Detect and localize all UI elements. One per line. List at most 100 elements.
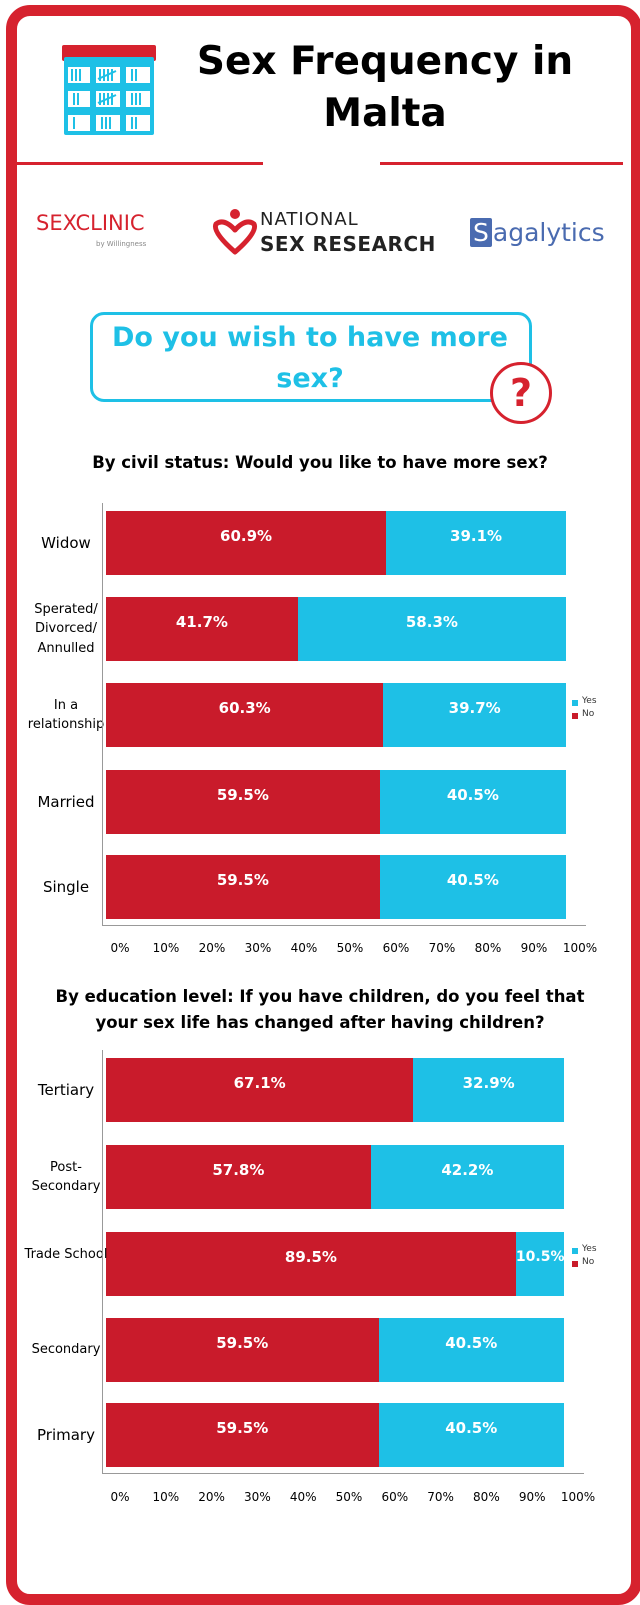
heart-logo-icon <box>212 209 258 255</box>
bar-no <box>106 683 384 747</box>
national-logo-top: NATIONAL <box>260 209 359 230</box>
divider-right <box>380 162 623 165</box>
x-tick-label: 100% <box>560 1490 596 1504</box>
x-axis-line <box>102 925 586 926</box>
legend-label-no: No <box>582 709 595 719</box>
value-label-no: 59.5% <box>216 1334 269 1352</box>
question-mark-icon: ? <box>490 362 552 424</box>
y-axis-line <box>102 503 103 925</box>
x-axis-line <box>102 1473 584 1474</box>
sagalytics-logo-rest: agalytics <box>492 218 605 247</box>
value-label-yes: 42.2% <box>441 1161 494 1179</box>
value-label-yes: 40.5% <box>446 786 499 804</box>
value-label-no: 89.5% <box>284 1248 337 1266</box>
legend-swatch-no <box>572 713 578 719</box>
x-tick-label: 30% <box>244 1490 271 1504</box>
bar-no <box>106 511 387 575</box>
x-tick-label: 60% <box>381 1490 409 1504</box>
x-tick-label: 20% <box>198 1490 225 1504</box>
value-label-yes: 39.1% <box>450 527 503 545</box>
legend-swatch-no <box>572 1261 578 1267</box>
bar-yes <box>379 855 566 919</box>
x-tick-label: 80% <box>473 1490 500 1504</box>
x-tick-label: 10% <box>152 1490 180 1504</box>
value-label-yes: 40.5% <box>445 1419 498 1437</box>
calendar-icon <box>62 45 156 135</box>
bar-yes <box>378 1318 564 1382</box>
national-logo-bottom: SEX RESEARCH <box>260 232 436 256</box>
x-tick-label: 40% <box>290 941 318 955</box>
value-label-yes: 10.5% <box>515 1249 565 1265</box>
legend-swatch-yes <box>572 700 578 706</box>
sexclinic-logo-sub: by Willingness <box>96 240 147 248</box>
bar-yes <box>383 683 566 747</box>
category-label: Secondary <box>31 1342 101 1358</box>
bar-yes <box>370 1145 564 1209</box>
x-tick-label: 0% <box>110 941 130 955</box>
chart-title: By education level: If you have children… <box>55 987 585 1032</box>
category-label: Post-Secondary <box>31 1159 101 1195</box>
value-label-no: 60.3% <box>218 699 271 717</box>
page-title: Sex Frequency in Malta <box>196 39 574 136</box>
value-label-no: 67.1% <box>233 1074 286 1092</box>
x-tick-label: 70% <box>427 1490 454 1504</box>
category-label: Widow <box>41 534 91 552</box>
bar-yes <box>515 1232 564 1296</box>
y-axis-line <box>102 1050 103 1473</box>
bar-no <box>106 1145 371 1209</box>
x-tick-label: 100% <box>562 941 598 955</box>
category-label: Primary <box>37 1426 95 1444</box>
legend-label-yes: Yes <box>582 1244 597 1254</box>
value-label-yes: 40.5% <box>446 871 499 889</box>
chart-title: By civil status: Would you like to have … <box>92 453 548 472</box>
bar-no <box>106 1058 414 1122</box>
x-tick-label: 50% <box>336 941 364 955</box>
value-label-no: 57.8% <box>212 1161 265 1179</box>
legend-label-yes: Yes <box>582 696 597 706</box>
category-label: Tertiary <box>37 1081 95 1099</box>
value-label-no: 41.7% <box>175 613 228 631</box>
x-tick-label: 60% <box>382 941 410 955</box>
sexclinic-logo: SEXCLINIC <box>36 211 145 235</box>
x-tick-label: 90% <box>520 941 548 955</box>
bar-no <box>106 855 380 919</box>
bar-yes <box>379 770 566 834</box>
sagalytics-logo-s: S <box>470 218 492 247</box>
x-tick-label: 30% <box>244 941 272 955</box>
x-tick-label: 0% <box>110 1490 130 1504</box>
value-label-no: 59.5% <box>216 786 269 804</box>
category-label: Married <box>37 793 95 811</box>
bar-no <box>106 770 380 834</box>
value-label-yes: 40.5% <box>445 1334 498 1352</box>
legend-swatch-yes <box>572 1248 578 1254</box>
legend-label-no: No <box>582 1257 595 1267</box>
x-tick-label: 40% <box>289 1490 317 1504</box>
sexclinic-logo-clinic: CLINIC <box>75 211 145 235</box>
category-label: In a relationship <box>27 697 105 733</box>
x-tick-label: 10% <box>152 941 180 955</box>
bar-yes <box>297 597 566 661</box>
x-tick-label: 90% <box>518 1490 546 1504</box>
bar-no <box>106 597 298 661</box>
bar-no <box>106 1318 379 1382</box>
category-label: Single <box>42 878 90 896</box>
bar-yes <box>413 1058 564 1122</box>
value-label-yes: 32.9% <box>462 1074 515 1092</box>
question-box <box>90 312 532 402</box>
category-label: Sperated/ Divorced/ Annulled <box>34 601 98 656</box>
sexclinic-logo-sex: SEX <box>36 211 76 235</box>
divider-left <box>17 162 263 165</box>
value-label-yes: 58.3% <box>405 613 458 631</box>
value-label-no: 59.5% <box>216 871 269 889</box>
bar-yes <box>386 511 566 575</box>
bar-no <box>106 1232 516 1296</box>
question-text: Do you wish to have more sex? <box>112 322 508 394</box>
value-label-yes: 39.7% <box>448 699 501 717</box>
bar-no <box>106 1403 379 1467</box>
x-tick-label: 70% <box>428 941 456 955</box>
x-tick-label: 50% <box>335 1490 363 1504</box>
value-label-no: 60.9% <box>220 527 273 545</box>
bar-yes <box>378 1403 564 1467</box>
value-label-no: 59.5% <box>216 1419 269 1437</box>
